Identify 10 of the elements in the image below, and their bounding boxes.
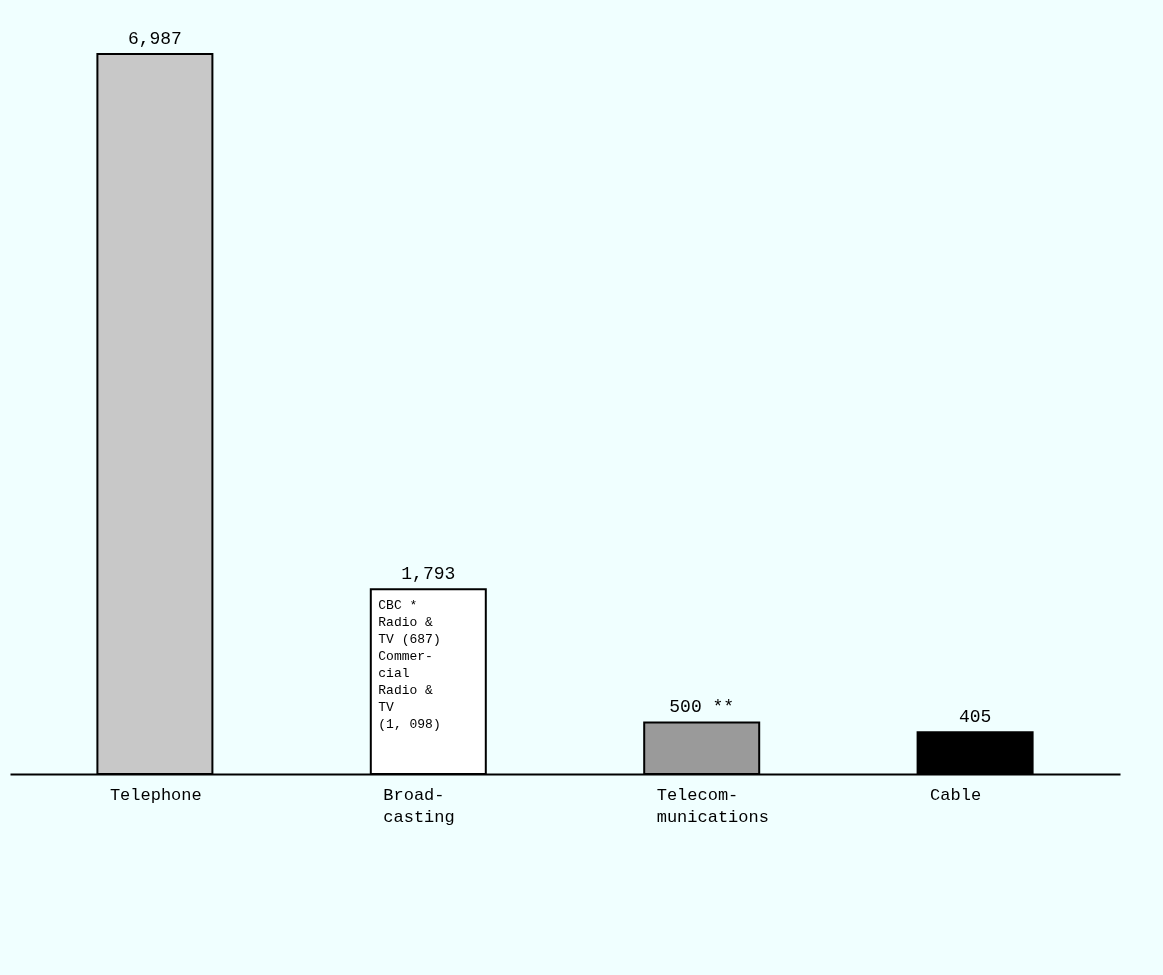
data-label: 405 <box>958 707 992 728</box>
data-label: 500 ** <box>669 697 735 718</box>
annotation: Commer- cial Radio & TV (1, 098) <box>378 649 441 733</box>
x-tick-label: Cable <box>930 785 982 805</box>
data-label: 6,987 <box>127 29 182 49</box>
annotation: CBC * Radio & TV (687) <box>378 598 441 648</box>
data-label: 1,793 <box>401 564 456 585</box>
x-tick-label: Broad- casting <box>383 785 455 827</box>
x-tick-label: Telephone <box>109 785 202 805</box>
x-tick-label: Telecom- munications <box>656 785 769 827</box>
